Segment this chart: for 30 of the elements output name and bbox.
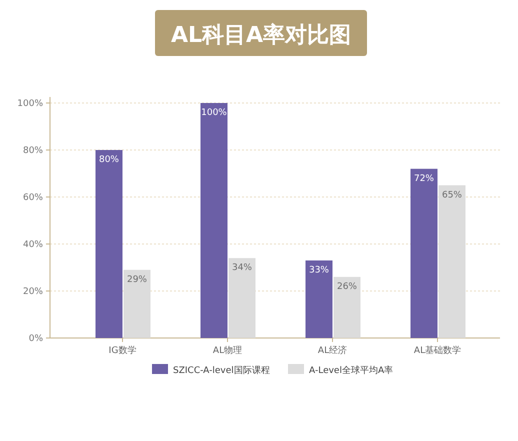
chart-title: AL科目A率对比图 [170, 22, 352, 48]
bar [306, 260, 332, 338]
legend-label: SZICC-A-level国际课程 [173, 365, 270, 376]
y-tick-label: 40% [22, 240, 44, 250]
y-tick-label: 60% [22, 193, 44, 203]
data-label: 29% [126, 274, 148, 285]
data-label: 34% [232, 263, 252, 274]
bar [124, 270, 150, 338]
y-tick-label: 100% [17, 99, 44, 109]
data-label: 100% [201, 108, 228, 118]
bar [438, 185, 466, 338]
title: AL科目A率对比图 [155, 10, 367, 56]
x-tick-label: AL经济 [318, 345, 348, 356]
data-label: 80% [98, 155, 120, 165]
x-tick-label: AL基础数学 [414, 345, 462, 356]
y-tick-label: 80% [22, 146, 44, 156]
bar [228, 258, 256, 338]
bar [334, 276, 360, 338]
legend-label: A-Level全球平均A率 [309, 365, 394, 376]
data-label: 26% [336, 282, 358, 292]
data-label: 65% [442, 190, 462, 200]
bar [410, 168, 438, 338]
bar [96, 150, 122, 338]
data-label: 72% [414, 174, 434, 184]
bar [200, 103, 228, 338]
data-label: 33% [308, 265, 330, 276]
y-tick-label: 0% [28, 334, 44, 344]
x-tick-label: AL物理 [212, 345, 242, 356]
x-tick-label: IG数学 [108, 345, 136, 356]
y-tick-label: 20% [22, 287, 44, 297]
